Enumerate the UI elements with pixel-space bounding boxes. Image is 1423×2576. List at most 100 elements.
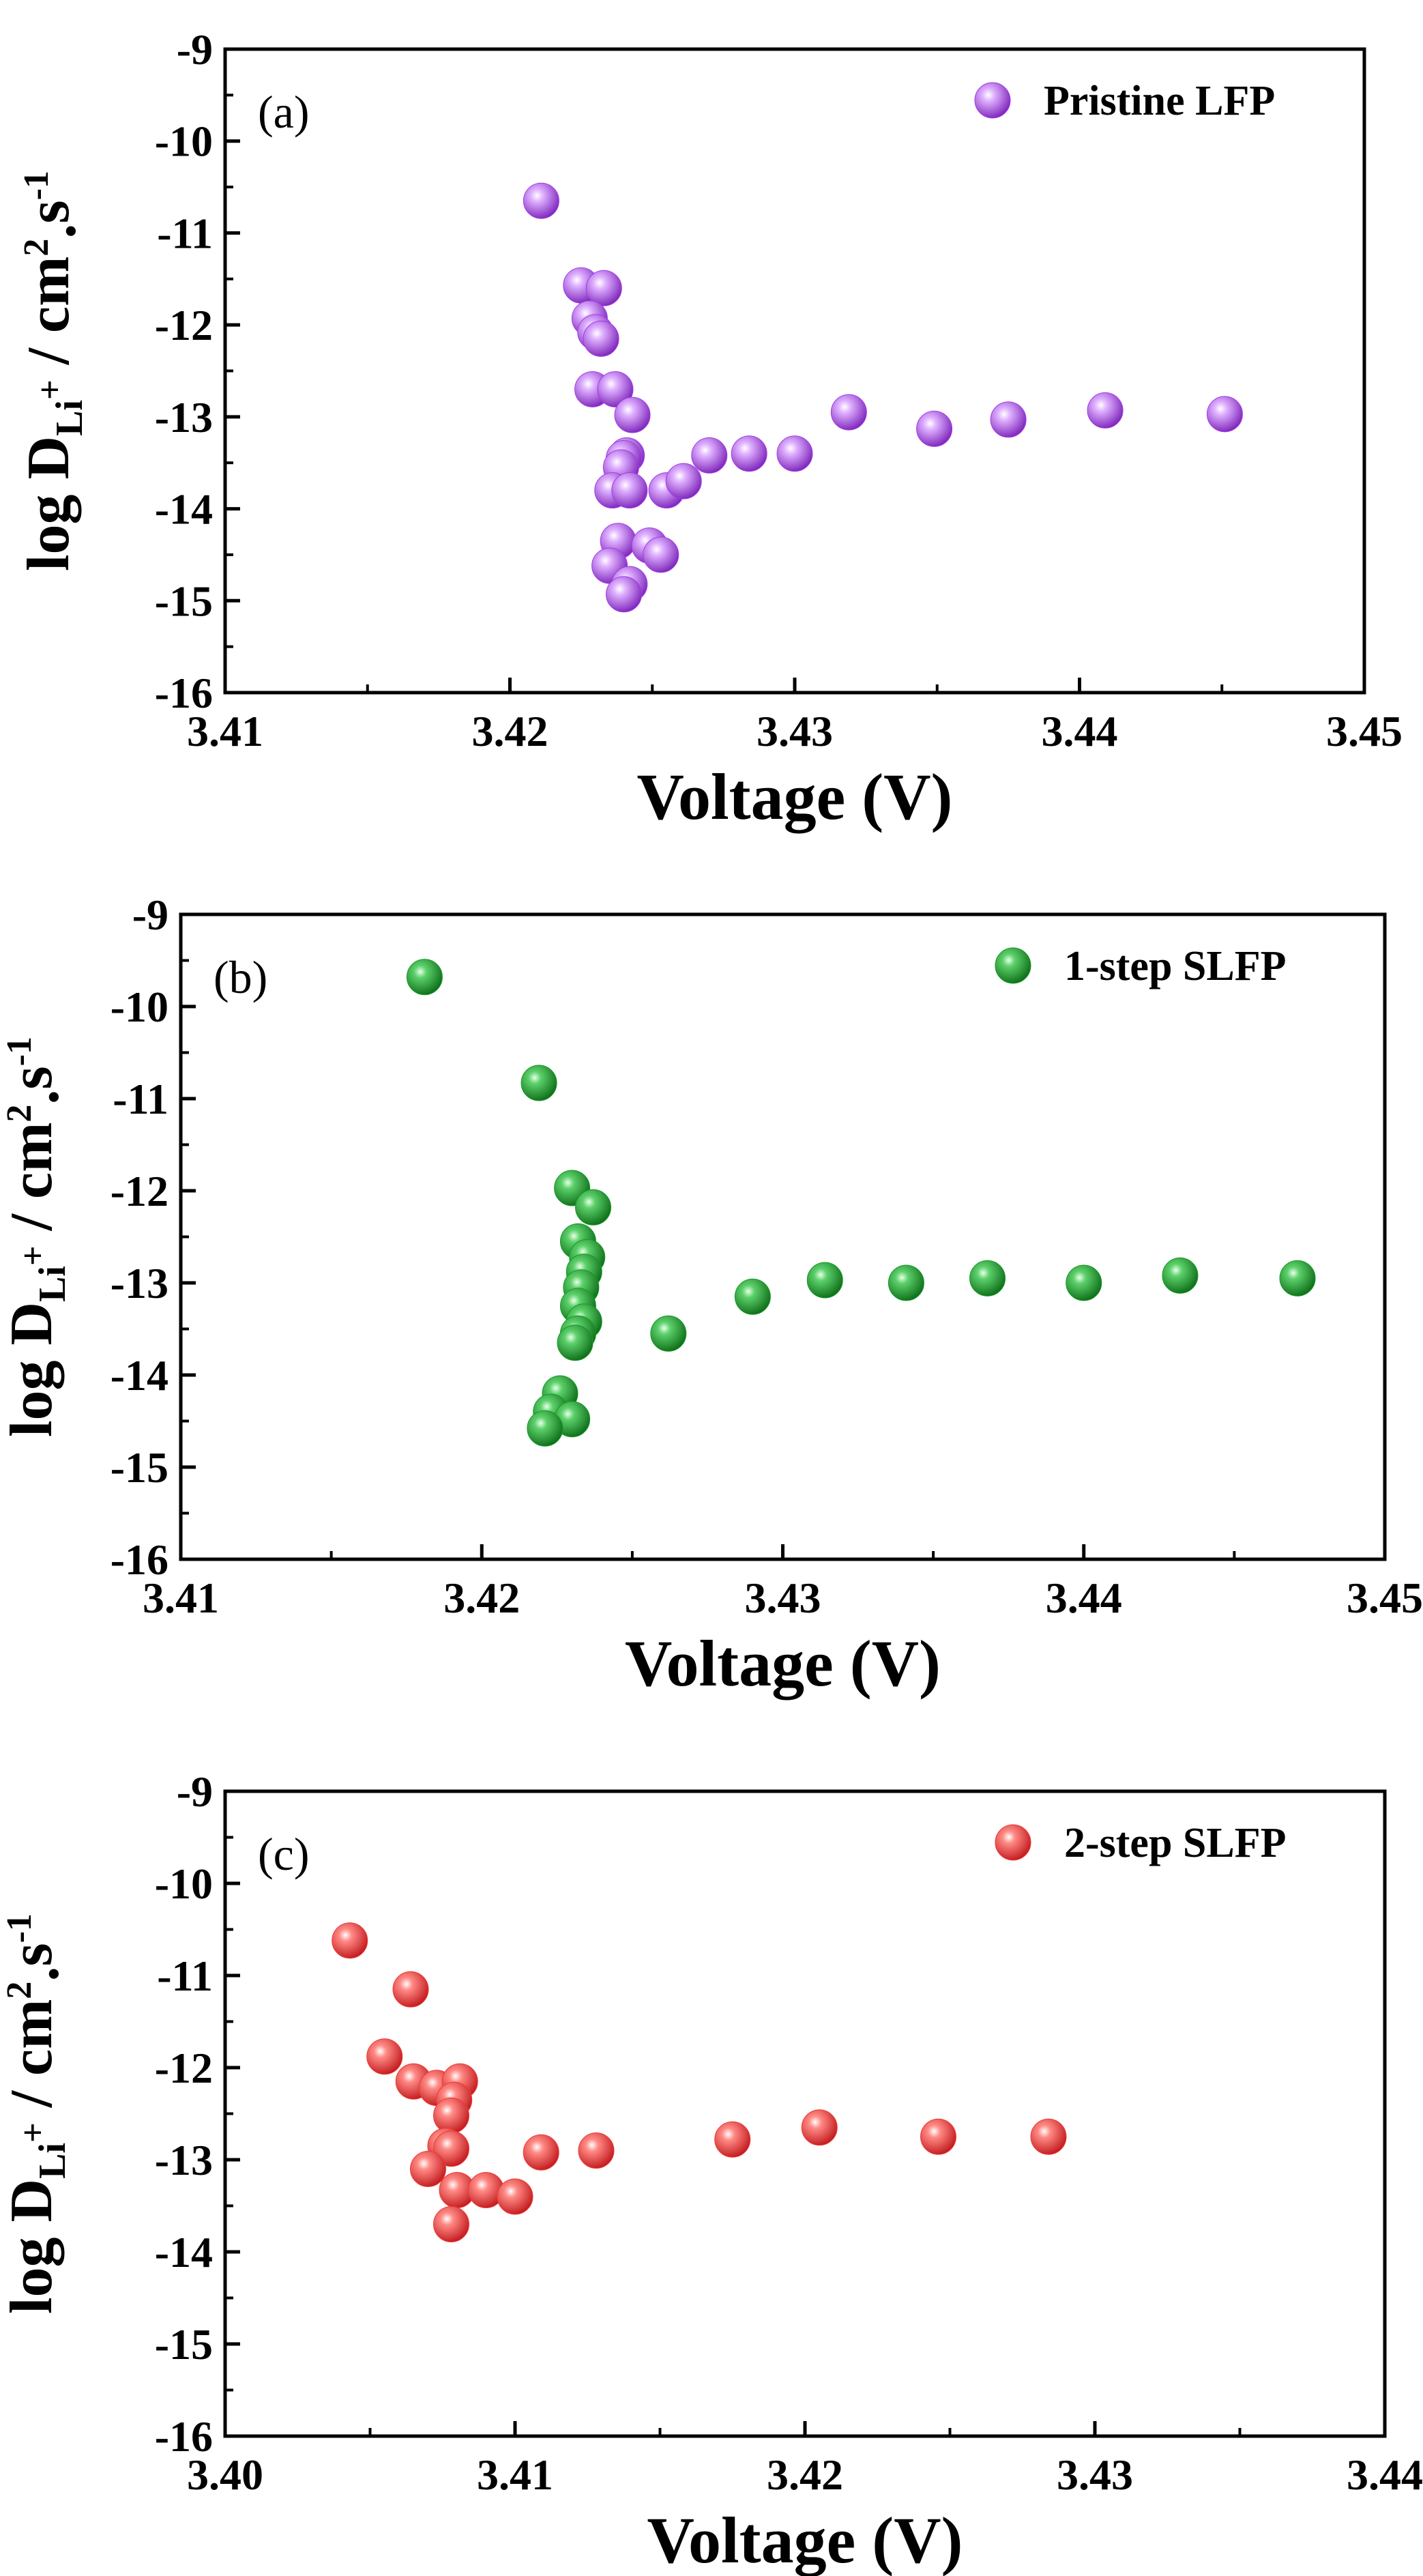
x-tick-label: 3.45 (1347, 1574, 1423, 1622)
panel-a-pristine-lfp: 3.41 3.42 3.43 3.44 3.45-16-15-14-13-12-11-1… (16, 25, 1403, 833)
ylabel-dot: . (23, 224, 89, 239)
x-tick-label: 3.45 (1326, 707, 1403, 755)
ylabel-subscript-sup: + (14, 1245, 53, 1266)
data-point (916, 410, 953, 447)
x-tick-label: 3.41 (477, 2450, 553, 2499)
x-axis-label: Voltage (V) (625, 1627, 941, 1700)
ylabel-subscript: Li (31, 1266, 74, 1302)
y-tick-label: -11 (157, 209, 213, 257)
y-tick-label: -9 (177, 25, 213, 74)
data-point (801, 2109, 838, 2146)
y-tick-label: -16 (155, 669, 213, 717)
data-point (575, 1189, 612, 1226)
data-point (1087, 392, 1124, 429)
data-point (830, 394, 867, 431)
data-points (406, 959, 1316, 1447)
ylabel-unit-s: s (0, 1943, 65, 1966)
data-point (665, 463, 702, 500)
ylabel-dot: . (5, 1090, 72, 1105)
x-tick-label: 3.41 (143, 1574, 219, 1622)
tick-labels: 3.40 3.41 3.42 3.43 3.44 -16 -15 -14 -13 -12 -11 -1… (155, 1767, 1423, 2499)
x-tick-label: 3.44 (1046, 1574, 1122, 1622)
x-tick-label: 3.41 (187, 707, 263, 755)
data-point (887, 1264, 924, 1301)
y-tick-label: -15 (155, 577, 213, 625)
axis-ticks (223, 1789, 1387, 2438)
x-tick-label: 3.42 (443, 1574, 520, 1622)
ylabel-unit-s-exp: -1 (0, 1913, 39, 1943)
data-point (990, 401, 1027, 438)
panel-b-1-step-slfp: 3.41 3.42 3.43 3.44 3.45-16-15-14-13-12-11-1… (0, 891, 1423, 1700)
data-point (643, 536, 679, 573)
y-tick-label: -11 (113, 1075, 168, 1123)
data-point (734, 1278, 771, 1315)
ylabel-unit-exp: 2 (17, 239, 56, 257)
ylabel-unit-s: s (0, 1066, 65, 1089)
data-points (523, 182, 1243, 613)
data-point (523, 2134, 559, 2171)
panel-label: (b) (214, 951, 267, 1003)
y-axis-label: log DLi+ / cm2.s-1 (0, 1913, 74, 2314)
y-axis-label: log DLi+ / cm2.s-1 (0, 1037, 74, 1437)
ylabel-unit-exp: 2 (0, 1105, 39, 1123)
y-tick-label: -13 (155, 393, 213, 442)
ylabel-unit-exp: 2 (0, 1982, 39, 1999)
data-point (606, 576, 642, 613)
y-tick-label: -15 (111, 1443, 168, 1492)
ylabel-unit: / cm (16, 257, 82, 380)
y-tick-label: -9 (177, 1767, 213, 1816)
data-point (714, 2121, 751, 2158)
panel-label: (a) (258, 86, 309, 138)
ylabel-subscript-sup: + (31, 379, 70, 400)
x-tick-label: 3.44 (1347, 2450, 1423, 2499)
tick-labels: 3.41 3.42 3.43 3.44 3.45 -16 -15 -14 -13 -12 -11 -1… (111, 891, 1423, 1622)
data-point (1279, 1260, 1316, 1297)
y-tick-label: -12 (155, 2044, 213, 2092)
y-tick-label: -10 (111, 983, 168, 1031)
y-tick-label: -14 (155, 2228, 213, 2276)
ylabel-prefix: log D (16, 436, 82, 571)
x-tick-label: 3.43 (745, 1574, 821, 1622)
data-point (520, 1065, 557, 1101)
panel-c-2-step-slfp: 3.40 3.41 3.42 3.43 3.44-16-15-14-13-12-11-1… (0, 1767, 1423, 2576)
data-point (806, 1262, 843, 1299)
y-tick-label: -16 (111, 1535, 168, 1584)
data-point (433, 2206, 469, 2242)
data-point (920, 2118, 956, 2155)
ylabel-unit-s-exp: -1 (17, 171, 56, 200)
data-point (1030, 2118, 1067, 2155)
data-points (332, 1922, 1067, 2242)
tick-labels: 3.41 3.42 3.43 3.44 3.45 -16 -15 -14 -13 -12 -11 -1… (155, 25, 1403, 755)
data-point (597, 371, 634, 407)
x-axis-label: Voltage (V) (636, 760, 952, 833)
data-point (583, 320, 619, 357)
axis-ticks (223, 47, 1366, 695)
legend-label: Pristine LFP (1044, 78, 1275, 124)
ylabel-unit: / cm (0, 1123, 65, 1246)
ylabel-unit: / cm (0, 1999, 65, 2123)
data-point (332, 1922, 368, 1959)
data-point (527, 1410, 563, 1447)
data-point (614, 396, 651, 433)
data-point (578, 2132, 615, 2169)
axis-ticks (179, 912, 1387, 1561)
data-point (691, 437, 728, 474)
data-point (497, 2178, 533, 2215)
legend-marker (995, 947, 1031, 984)
x-tick-label: 3.44 (1042, 707, 1118, 755)
data-point (731, 435, 767, 472)
data-point (611, 472, 648, 509)
y-tick-label: -9 (132, 891, 168, 939)
panel-label: (c) (258, 1828, 309, 1880)
x-axis-label: Voltage (V) (647, 2504, 963, 2576)
data-point (650, 1315, 687, 1352)
ylabel-subscript: Li (48, 400, 91, 436)
y-tick-label: -15 (155, 2320, 213, 2369)
y-tick-label: -12 (111, 1167, 168, 1215)
ylabel-subscript: Li (31, 2143, 74, 2179)
data-point (523, 182, 559, 219)
data-point (969, 1260, 1006, 1297)
data-point (1162, 1257, 1199, 1294)
y-tick-label: -13 (111, 1259, 168, 1307)
